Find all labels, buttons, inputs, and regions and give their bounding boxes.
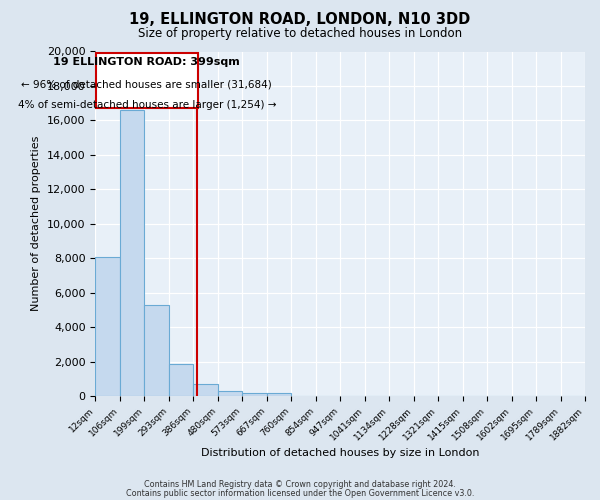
Text: Contains public sector information licensed under the Open Government Licence v3: Contains public sector information licen…	[126, 489, 474, 498]
Text: 19, ELLINGTON ROAD, LONDON, N10 3DD: 19, ELLINGTON ROAD, LONDON, N10 3DD	[130, 12, 470, 28]
Bar	[193, 384, 218, 396]
Text: 4% of semi-detached houses are larger (1,254) →: 4% of semi-detached houses are larger (1…	[17, 100, 276, 110]
Bar	[95, 256, 120, 396]
Text: Contains HM Land Registry data © Crown copyright and database right 2024.: Contains HM Land Registry data © Crown c…	[144, 480, 456, 489]
Y-axis label: Number of detached properties: Number of detached properties	[31, 136, 41, 312]
Text: ← 96% of detached houses are smaller (31,684): ← 96% of detached houses are smaller (31…	[22, 79, 272, 89]
Text: Size of property relative to detached houses in London: Size of property relative to detached ho…	[138, 28, 462, 40]
Bar	[242, 392, 267, 396]
FancyBboxPatch shape	[96, 53, 198, 108]
Bar	[144, 305, 169, 396]
Bar	[169, 364, 193, 396]
Text: 19 ELLINGTON ROAD: 399sqm: 19 ELLINGTON ROAD: 399sqm	[53, 56, 240, 66]
Bar	[218, 391, 242, 396]
Bar	[120, 110, 144, 396]
X-axis label: Distribution of detached houses by size in London: Distribution of detached houses by size …	[201, 448, 479, 458]
Bar	[267, 394, 291, 396]
